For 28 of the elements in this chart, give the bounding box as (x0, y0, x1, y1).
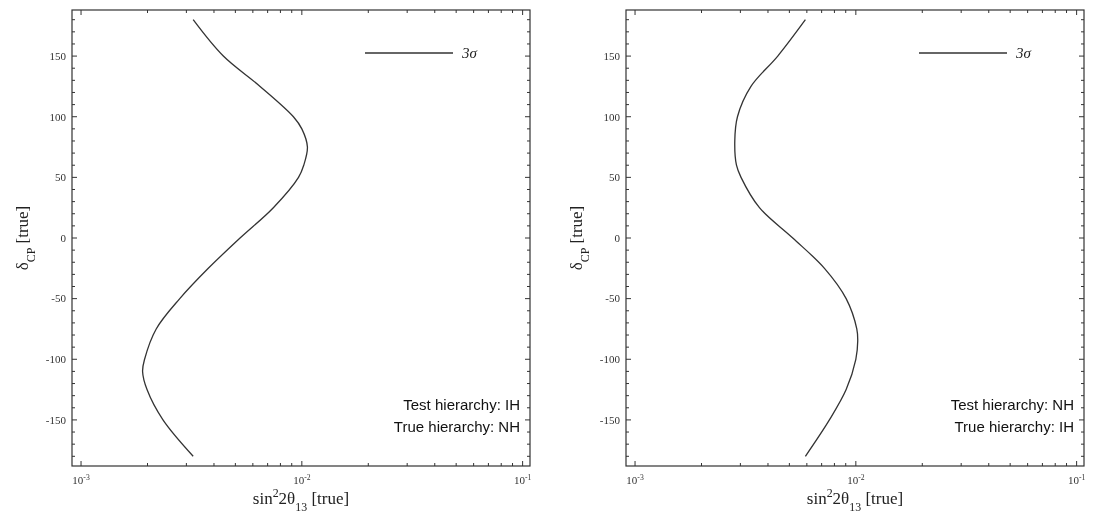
y-tick-label: -100 (45, 353, 67, 366)
x-tick-label: 10$^{-3}$ (626, 472, 644, 486)
y-tick-label: -50 (605, 292, 621, 305)
x-tick-label: 10$^{-1}$ (1067, 472, 1086, 486)
y-tick-label: -150 (45, 413, 67, 426)
y-tick-label: 50 (55, 171, 67, 184)
y-tick-label: 0 (60, 231, 67, 244)
y-tick-label: 100 (49, 110, 67, 123)
x-axis-title: sin$^{2}$2θ$_{13}$ [true] (252, 486, 350, 514)
annotation: Test hierarchy: NH (950, 396, 1074, 413)
y-tick-label: 100 (603, 110, 621, 123)
annotation: Test hierarchy: IH (403, 396, 520, 413)
x-tick-label: 10$^{-2}$ (293, 472, 311, 486)
y-tick-label: -150 (599, 413, 621, 426)
x-tick-label: 10$^{-2}$ (847, 472, 865, 486)
y-tick-label: 150 (603, 49, 621, 62)
y-tick-label: 150 (49, 49, 67, 62)
y-tick-label: -100 (599, 353, 621, 366)
y-tick-label: -50 (51, 292, 67, 305)
y-tick-label: 0 (614, 231, 621, 244)
annotation: True hierarchy: IH (954, 418, 1074, 435)
annotation: True hierarchy: NH (393, 418, 520, 435)
y-tick-label: 50 (609, 171, 621, 184)
text: 3σ (461, 45, 478, 62)
x-tick-label: 10$^{-1}$ (513, 472, 532, 486)
text: 3σ (1015, 45, 1032, 62)
x-axis-title: sin$^{2}$2θ$_{13}$ [true] (806, 486, 904, 514)
x-tick-label: 10$^{-3}$ (72, 472, 90, 486)
